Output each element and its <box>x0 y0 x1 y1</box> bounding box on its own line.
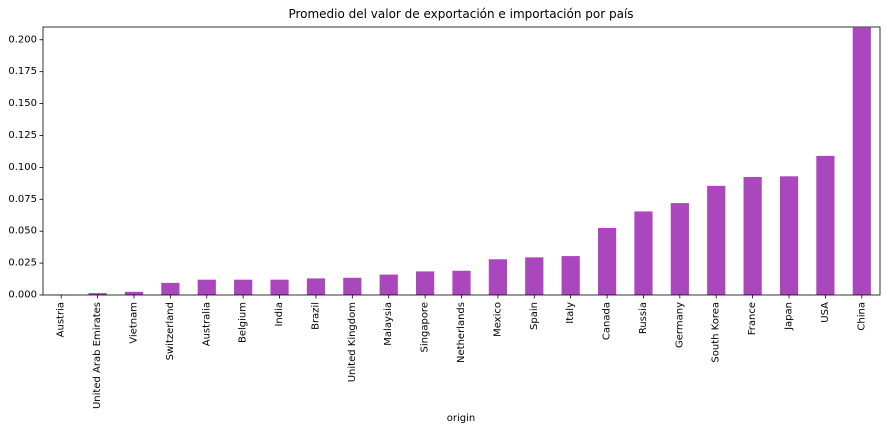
bar-vietnam <box>124 291 144 295</box>
bar-italy <box>561 256 580 295</box>
x-tick-label: Switzerland <box>165 302 176 360</box>
chart-title: Promedio del valor de exportación e impo… <box>288 7 633 21</box>
x-tick-label: USA <box>820 302 831 323</box>
plot-frame <box>42 26 881 296</box>
bar-switzerland <box>161 282 180 295</box>
x-tick-label: United Arab Emirates <box>92 302 103 409</box>
x-tick-label: Malaysia <box>383 302 394 346</box>
bar-spain <box>525 257 544 295</box>
bar-singapore <box>416 271 435 295</box>
bar-japan <box>779 176 799 295</box>
x-tick-label: Spain <box>529 302 540 330</box>
x-tick-label: Italy <box>565 302 576 324</box>
bar-united-arab-emirates <box>88 293 107 295</box>
x-tick-label: Vietnam <box>128 302 139 344</box>
x-tick-label: France <box>747 302 758 335</box>
x-tick-label: United Kingdom <box>347 302 358 382</box>
x-tick-label: Austria <box>56 302 67 337</box>
y-tick-label: 0.025 <box>8 258 37 269</box>
x-tick-label: Germany <box>674 302 685 348</box>
bar-mexico <box>488 259 507 295</box>
bar-united-kingdom <box>343 277 362 295</box>
y-tick-label: 0.150 <box>8 98 37 109</box>
bar-australia <box>197 279 216 295</box>
y-tick-label: 0.000 <box>8 290 37 301</box>
x-tick-label: Brazil <box>310 302 321 330</box>
y-tick-label: 0.200 <box>8 34 37 45</box>
x-tick-label: Mexico <box>492 302 503 337</box>
x-tick-label: Japan <box>784 302 795 331</box>
x-tick-label: Australia <box>201 302 212 346</box>
bar-canada <box>597 228 617 295</box>
x-tick-label: China <box>856 302 867 331</box>
y-tick-label: 0.100 <box>8 162 37 173</box>
y-axis: 0.000 0.025 0.050 0.075 0.100 0.125 0.150 0.175… <box>8 34 43 301</box>
x-tick-label: Russia <box>638 302 649 334</box>
x-tick-label: Netherlands <box>456 302 467 363</box>
bar-brazil <box>306 278 326 295</box>
x-tick-label: Belgium <box>238 302 249 343</box>
y-tick-label: 0.125 <box>8 130 37 141</box>
bar-netherlands <box>452 270 471 295</box>
bar-south-korea <box>707 185 726 295</box>
y-tick-label: 0.075 <box>8 194 37 205</box>
x-tick-label: Singapore <box>420 302 431 352</box>
y-tick-label: 0.175 <box>8 66 37 77</box>
x-axis: Austria United Arab Emirates Vietnam Switze… <box>56 295 867 409</box>
bar-russia <box>634 211 653 295</box>
bar-malaysia <box>379 274 398 295</box>
bar-germany <box>670 203 689 295</box>
x-tick-label: Canada <box>602 302 613 340</box>
x-tick-label: South Korea <box>711 302 722 363</box>
bar-india <box>270 279 289 295</box>
bar-china <box>852 27 871 295</box>
bar-belgium <box>234 279 253 295</box>
x-tick-label: India <box>274 302 285 327</box>
x-axis-label: origin <box>447 413 475 424</box>
bar-usa <box>816 155 835 295</box>
y-tick-label: 0.050 <box>8 226 37 237</box>
bar-france <box>743 176 762 295</box>
bars-group <box>52 27 871 295</box>
